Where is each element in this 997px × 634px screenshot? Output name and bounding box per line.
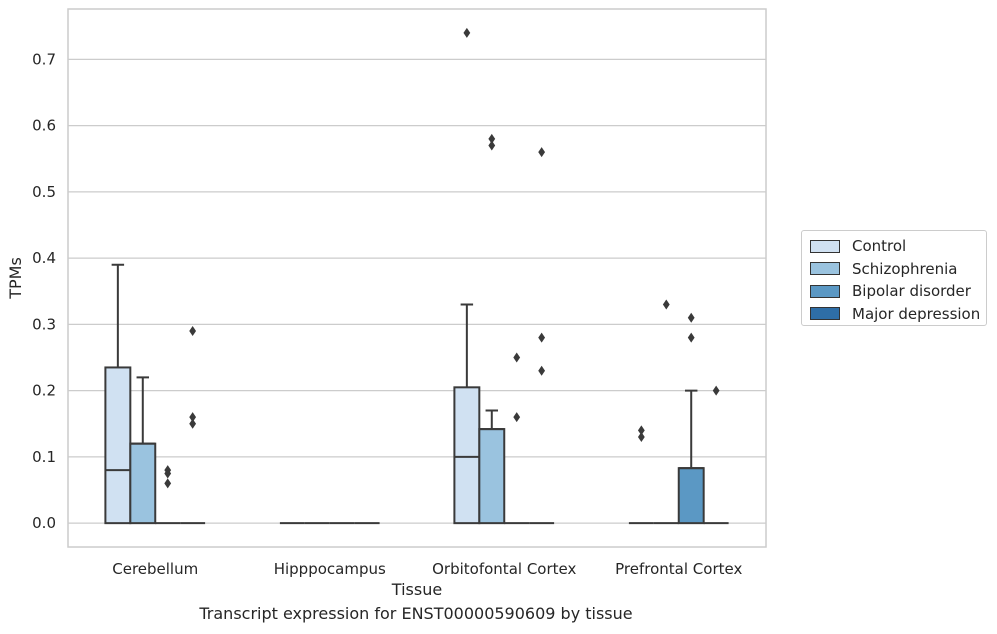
- legend-item-major-depression: Major depression: [810, 303, 981, 326]
- outlier-point: [488, 140, 496, 151]
- legend-swatch-schizophrenia: [810, 262, 840, 276]
- y-tick-labels: 0.0 0.1 0.2 0.3 0.4 0.5 0.6 0.7: [32, 50, 56, 532]
- outlier-point: [189, 418, 197, 429]
- outlier-point: [637, 425, 645, 436]
- y-tick-label: 0.0: [32, 514, 56, 532]
- plot-background: [68, 9, 766, 547]
- legend-item-schizophrenia: Schizophrenia: [810, 258, 978, 281]
- box-major-depression-prefrontal-cortex: [703, 385, 729, 525]
- y-tick-label: 0.1: [32, 448, 56, 466]
- plot-frame: [67, 8, 767, 548]
- outlier-point: [513, 352, 521, 363]
- y-tick-label: 0.2: [32, 382, 56, 400]
- box-major-depression-cerebellum: [180, 326, 206, 525]
- outlier-point: [687, 312, 695, 323]
- box-bipolar-disorder-cerebellum: [155, 465, 181, 525]
- box-schizophrenia-prefrontal-cortex: [653, 299, 679, 525]
- outlier-point: [538, 147, 546, 158]
- box-control-prefrontal-cortex: [628, 425, 654, 525]
- box-bipolar-disorder-prefrontal-cortex: [677, 312, 705, 525]
- legend-swatch-bipolar-disorder: [810, 284, 840, 298]
- box-control-cerebellum: [104, 263, 132, 525]
- box-bipolar-disorder-orbitofontal-cortex: [504, 352, 530, 525]
- y-tick-label: 0.7: [32, 50, 56, 68]
- legend-item-bipolar-disorder: Bipolar disorder: [810, 280, 978, 303]
- outlier-point: [164, 478, 172, 489]
- x-axis-title: Tissue: [391, 580, 442, 599]
- outlier-point: [538, 365, 546, 376]
- outlier-point: [488, 133, 496, 144]
- outlier-point: [513, 412, 521, 423]
- legend-item-control: Control: [810, 235, 978, 258]
- x-tick-label: Hipppocampus: [274, 560, 386, 578]
- box-control-orbitofontal-cortex: [453, 27, 481, 525]
- legend: Control Schizophrenia Bipolar disorder M…: [801, 230, 987, 326]
- outlier-point: [538, 332, 546, 343]
- box-schizophrenia-orbitofontal-cortex: [478, 133, 506, 525]
- legend-swatch-control: [810, 239, 840, 253]
- outlier-point: [164, 465, 172, 476]
- outlier-point: [662, 299, 670, 310]
- legend-label-major-depression: Major depression: [852, 304, 981, 323]
- outlier-point: [637, 432, 645, 443]
- x-tick-labels: Cerebellum Hipppocampus Orbitofontal Corte…: [112, 560, 742, 578]
- box-major-depression-orbitofontal-cortex: [529, 147, 555, 525]
- outlier-point: [189, 326, 197, 337]
- box-iqr: [478, 428, 506, 525]
- legend-label-control: Control: [852, 237, 907, 256]
- y-tick-label: 0.3: [32, 315, 56, 333]
- outlier-point: [189, 412, 197, 423]
- y-tick-label: 0.5: [32, 183, 56, 201]
- y-tick-label: 0.4: [32, 249, 56, 267]
- box-iqr: [129, 442, 157, 525]
- box-iqr: [453, 386, 481, 525]
- x-tick-label: Prefrontal Cortex: [615, 560, 742, 578]
- legend-label-schizophrenia: Schizophrenia: [852, 259, 958, 278]
- chart-caption: Transcript expression for ENST0000059060…: [199, 604, 633, 623]
- legend-swatch-major-depression: [810, 307, 840, 321]
- boxes: [104, 27, 729, 525]
- box-iqr: [677, 467, 705, 525]
- box-iqr: [104, 366, 132, 525]
- outlier-point: [687, 332, 695, 343]
- legend-label-bipolar-disorder: Bipolar disorder: [852, 282, 971, 301]
- x-tick-label: Orbitofontal Cortex: [432, 560, 576, 578]
- y-axis-title: TPMs: [6, 257, 25, 300]
- box-schizophrenia-cerebellum: [129, 376, 157, 525]
- x-tick-label: Cerebellum: [112, 560, 198, 578]
- y-tick-label: 0.6: [32, 117, 56, 135]
- outlier-point: [712, 385, 720, 396]
- outlier-point: [463, 27, 471, 38]
